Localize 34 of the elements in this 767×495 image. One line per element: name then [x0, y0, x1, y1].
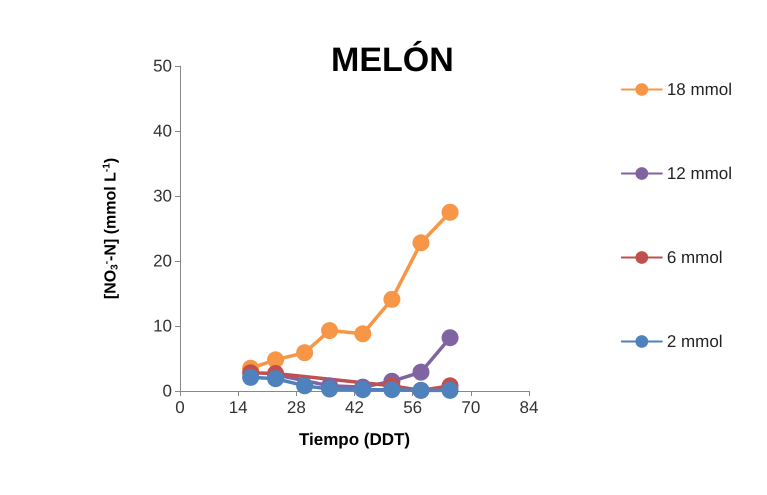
y-axis-title: [NO3--N] (mmol L-1)	[102, 158, 120, 300]
point	[321, 322, 338, 340]
point	[354, 325, 372, 342]
y-tick-label: 20	[153, 252, 172, 270]
point	[267, 370, 284, 388]
x-tick-label: 56	[403, 398, 422, 417]
point	[321, 380, 338, 398]
point	[383, 381, 400, 398]
legend-label: 18 mmol	[666, 80, 732, 99]
x-axis-title: Tiempo (DDT)	[298, 430, 410, 449]
y-tick-label: 50	[153, 56, 172, 76]
x-tick-label: 14	[228, 398, 248, 417]
x-tick-label: 0	[175, 398, 185, 417]
x-tick-label: 70	[461, 398, 480, 417]
y-tick-label: 30	[153, 186, 172, 206]
point	[296, 344, 314, 362]
point	[442, 382, 459, 399]
x-tick-label: 28	[286, 398, 306, 417]
point	[442, 329, 459, 346]
legend-label: 6 mmol	[666, 248, 723, 267]
y-tick-label: 0	[162, 382, 172, 400]
point	[296, 377, 314, 394]
x-tick-label: 42	[345, 398, 364, 417]
point	[412, 364, 430, 381]
legend-label: 12 mmol	[666, 164, 732, 183]
point	[383, 290, 400, 308]
point	[412, 234, 430, 252]
x-tick-label: 84	[520, 398, 538, 417]
legend-label: 2 mmol	[666, 332, 723, 351]
point	[442, 204, 459, 221]
y-tick-label: 40	[153, 122, 172, 140]
point	[242, 368, 260, 386]
chart-title: MELÓN	[331, 40, 454, 79]
y-tick-label: 10	[153, 316, 172, 336]
